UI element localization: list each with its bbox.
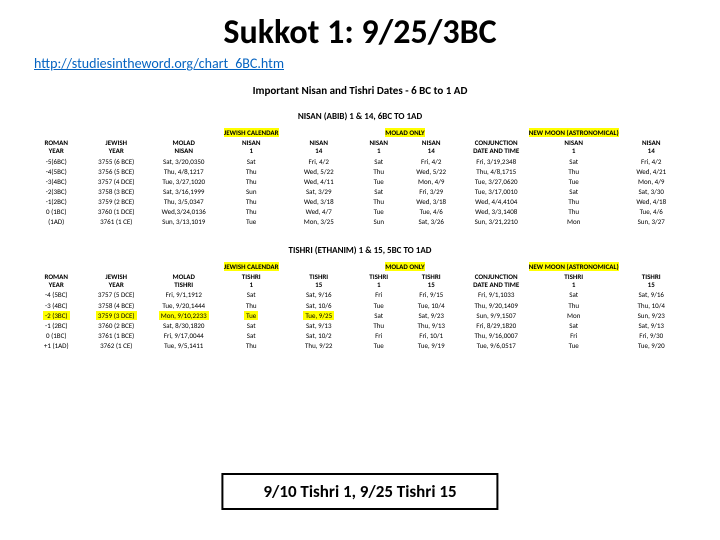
table-row: -3(4BC)3757 (4 DCE)Tue, 3/27,1020ThuWed,… <box>30 176 690 186</box>
table-row: -3 (4BC)3758 (4 BCE)Tue, 9/20,1444ThuSat… <box>30 300 690 310</box>
table-row: 0 (1BC)3761 (1 BCE)Fri, 9/17,0044SatSat,… <box>30 330 690 340</box>
table-row: -1(2BC)3759 (2 BCE)Thu, 3/5,0347ThuWed, … <box>30 197 690 207</box>
footer-box: 9/10 Tishri 1, 9/25 Tishri 15 <box>221 473 498 510</box>
nisan-table: ROMANYEARJEWISHYEARJEWISH CALENDARMOLAD … <box>30 128 690 227</box>
tishri-table: ROMANYEARJEWISHYEARJEWISH CALENDARMOLAD … <box>30 262 690 351</box>
table-row: 0 (1BC)3760 (1 DCE)Wed,3/24,0136ThuWed, … <box>30 207 690 217</box>
table-row: -1 (2BC)3760 (2 BCE)Sat, 8/30,1820SatSat… <box>30 320 690 330</box>
table-row: (1AD)3761 (1 CE)Sun, 3/13,1019TueMon, 3/… <box>30 217 690 227</box>
table-row: -2(3BC)3758 (3 BCE)Sat, 3/16,1999SunSat,… <box>30 186 690 196</box>
source-url[interactable]: http://studiesintheword.org/chart_6BC.ht… <box>34 55 690 72</box>
table-row: -5(6BC)3755 (6 BCE)Sat, 3/20,0350SatFri,… <box>30 156 690 166</box>
table-row: -4(5BC)3756 (5 BCE)Thu, 4/8,1217ThuWed, … <box>30 166 690 176</box>
table-row: -4 (5BC)3757 (5 DCE)Fri, 9/1,1912SatSat,… <box>30 290 690 300</box>
page-title: Sukkot 1: 9/25/3BC <box>30 12 690 53</box>
table-row: +1 (1AD)3762 (1 CE)Tue, 9/5,1411ThuThu, … <box>30 340 690 350</box>
footer-text: 9/10 Tishri 1, 9/25 Tishri 15 <box>263 481 456 502</box>
table-row: -2 (3BC)3759 (3 DCE)Mon, 9/10,2233TueTue… <box>30 310 690 320</box>
tishri-header: TISHRI (ETHANIM) 1 & 15, 5BC TO 1AD <box>30 245 690 256</box>
nisan-header: NISAN (ABIB) 1 & 14, 6BC TO 1AD <box>30 111 690 122</box>
subtitle: Important Nisan and Tishri Dates - 6 BC … <box>30 84 690 97</box>
